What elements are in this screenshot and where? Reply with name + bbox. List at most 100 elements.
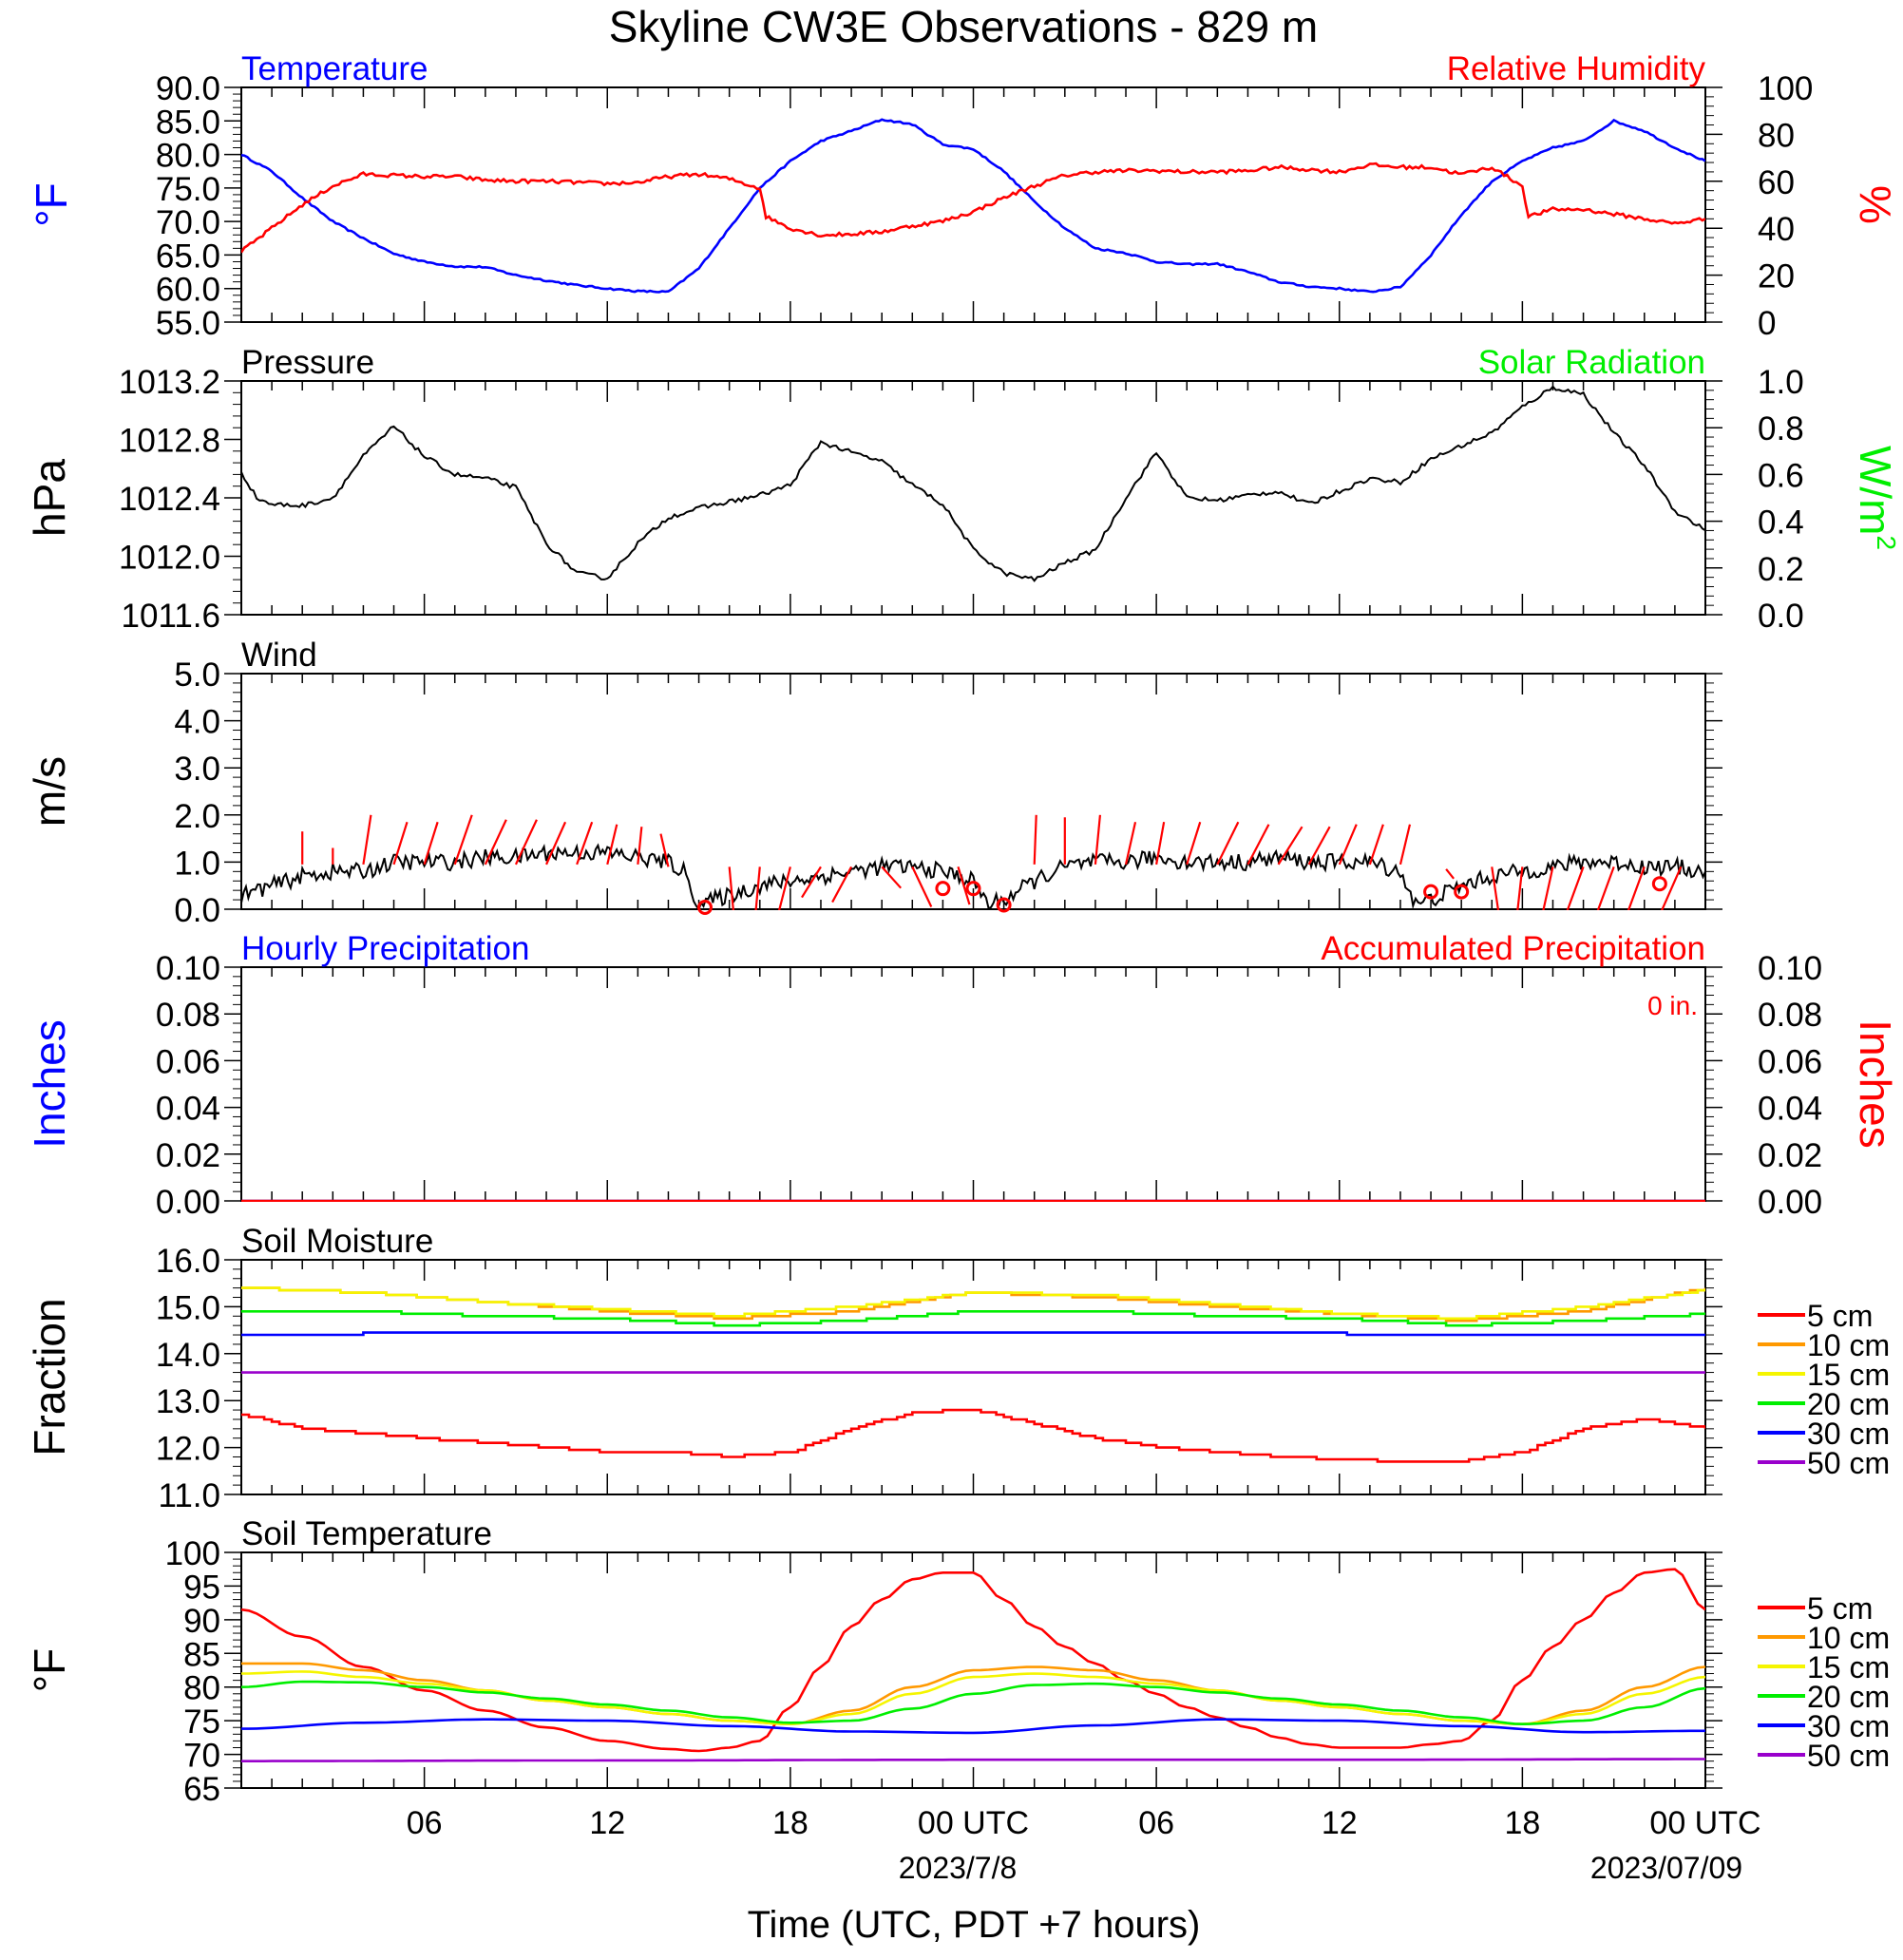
y-tick-label-left: 14.0	[156, 1337, 220, 1374]
wind-barb	[881, 866, 903, 889]
panel-title-left: Wind	[241, 637, 317, 674]
panel-frame	[240, 673, 1706, 910]
series-line-20-cm	[241, 1680, 1705, 1726]
y-tick-label-left: 2.0	[174, 798, 220, 835]
series-line-5-cm	[241, 1408, 1705, 1463]
x-tick-label: 12	[589, 1805, 625, 1841]
y-axis-label-left: hPa	[25, 459, 74, 537]
y-tick-label-left: 1011.6	[122, 598, 220, 635]
wind-barb	[1491, 866, 1500, 910]
panel-frame	[240, 86, 1706, 323]
series-line-15-cm	[241, 1670, 1705, 1726]
y-tick-label-left: 90	[183, 1603, 220, 1640]
y-tick-label-right: 0.4	[1758, 504, 1804, 542]
wind-barb	[1186, 821, 1202, 866]
y-tick-label-left: 100	[165, 1535, 220, 1572]
x-tick-label: 00 UTC	[1649, 1805, 1760, 1841]
legend-label: 50 cm	[1807, 1739, 1890, 1773]
wind-barb	[801, 866, 822, 899]
chart-title: Skyline CW3E Observations - 829 m	[609, 2, 1319, 51]
panel-frame	[240, 966, 1706, 1202]
y-tick-label-left: 90.0	[156, 70, 220, 107]
y-tick-label-left: 70.0	[156, 204, 220, 241]
y-tick-label-left: 85.0	[156, 104, 220, 141]
x-axis-label: Time (UTC, PDT +7 hours)	[748, 1904, 1201, 1946]
y-tick-label-left: 65.0	[156, 238, 220, 275]
wind-barb	[1661, 866, 1683, 910]
wind-barb	[1277, 826, 1304, 866]
calm-wind-marker	[1454, 884, 1470, 900]
wind-barb	[1124, 821, 1137, 866]
wind-barb	[392, 821, 409, 866]
wind-barb	[1542, 866, 1554, 910]
wind-barb	[831, 866, 853, 904]
y-tick-label-left: 0.06	[156, 1043, 220, 1080]
y-tick-label-left: 1.0	[174, 845, 220, 882]
wind-barb	[728, 866, 734, 910]
wind-barb	[514, 819, 538, 866]
y-tick-label-left: 85	[183, 1636, 220, 1673]
y-tick-label-left: 80	[183, 1670, 220, 1707]
y-tick-label-left: 12.0	[156, 1431, 220, 1468]
panel-precip: 0.10 0.08 0.06 0.04 0.02 0.00 0.10 0.08 0.06 0.04…	[25, 930, 1900, 1221]
y-tick-label-left: 0.00	[156, 1184, 220, 1221]
y-tick-label-left: 13.0	[156, 1383, 220, 1420]
wind-barb	[778, 866, 791, 910]
panel-frame	[240, 380, 1706, 616]
calm-wind-marker	[1651, 876, 1667, 892]
y-tick-label-left: 95	[183, 1569, 220, 1606]
y-tick-label-left: 0.04	[156, 1091, 220, 1128]
wind-barb	[1246, 824, 1270, 866]
y-tick-label-left: 5.0	[174, 657, 220, 694]
y-tick-label-right: 40	[1758, 211, 1795, 248]
series-line-5-cm	[241, 1568, 1705, 1753]
y-tick-label-right: 0.04	[1758, 1091, 1822, 1128]
wind-barb	[1307, 826, 1331, 866]
panel-title-right: Solar Radiation	[1478, 344, 1705, 381]
y-tick-label-right: 0	[1758, 305, 1776, 342]
y-tick-label-right: 0.6	[1758, 457, 1804, 494]
y-tick-label-right: 0.8	[1758, 410, 1804, 447]
y-tick-label-left: 75	[183, 1703, 220, 1741]
y-tick-label-right: 0.06	[1758, 1043, 1822, 1080]
panel-pressure: 1013.2 1012.8 1012.4 1012.0 1011.6 1.0 0.8 0.6 0…	[25, 344, 1901, 635]
wind-barb	[1368, 824, 1384, 866]
x-tick-label: 06	[407, 1805, 443, 1841]
wind-barb	[911, 866, 933, 907]
y-tick-label-left: 55.0	[156, 305, 220, 342]
legend-label: 30 cm	[1807, 1709, 1890, 1743]
y-tick-label-right: 1.0	[1758, 364, 1804, 401]
wind-barb	[1627, 866, 1646, 910]
y-tick-label-right: 60	[1758, 164, 1795, 201]
legend-label: 20 cm	[1807, 1387, 1890, 1421]
wind-barb	[576, 821, 594, 866]
y-tick-label-right: 20	[1758, 258, 1795, 295]
series-line-15-cm	[241, 1286, 1705, 1321]
y-tick-label-right: 0.2	[1758, 551, 1804, 588]
y-tick-label-right: 0.0	[1758, 598, 1804, 635]
legend-label: 30 cm	[1807, 1417, 1890, 1451]
calm-wind-marker	[996, 897, 1012, 913]
y-tick-label-right: 0.02	[1758, 1137, 1822, 1174]
panel-title-left: Soil Moisture	[241, 1223, 433, 1260]
legend-label: 10 cm	[1807, 1621, 1890, 1655]
wind-barb	[1445, 868, 1455, 880]
series-line-left-0	[241, 385, 1705, 582]
wind-barb	[606, 824, 618, 866]
wind-barb	[1094, 814, 1102, 865]
y-tick-label-left: 11.0	[158, 1477, 220, 1514]
series-line-30-cm	[241, 1331, 1705, 1337]
y-tick-label-left: 60.0	[156, 272, 220, 309]
y-axis-label-right: Inches	[1851, 1019, 1900, 1149]
legend-label: 50 cm	[1807, 1446, 1890, 1480]
y-tick-label-right: 0.00	[1758, 1184, 1822, 1221]
y-axis-label-left: °F	[25, 1648, 74, 1693]
wind-barb	[484, 819, 507, 866]
panel-title-right: Relative Humidity	[1447, 50, 1706, 87]
y-tick-label-left: 75.0	[156, 171, 220, 208]
precip-total-annotation: 0 in.	[1647, 991, 1698, 1020]
y-tick-label-right: 0.10	[1758, 950, 1822, 987]
